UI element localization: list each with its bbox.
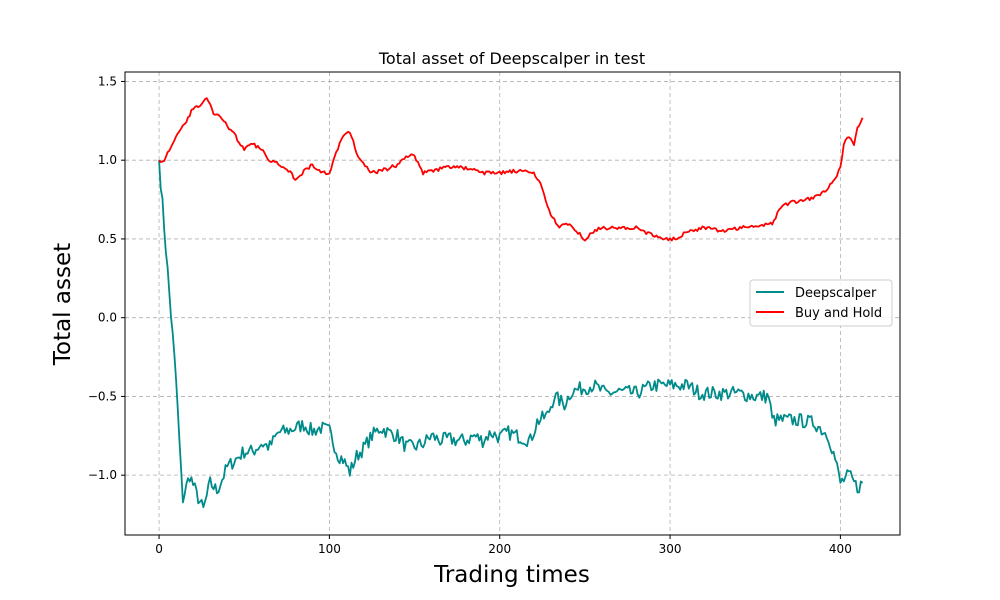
y-tick-label: 1.0 — [98, 153, 117, 167]
legend-label-deepscalper: Deepscalper — [795, 286, 877, 301]
grid-lines — [125, 72, 900, 535]
y-tick-label: 1.5 — [98, 74, 117, 88]
x-tick-label: 400 — [829, 542, 852, 556]
series-line-buy-and-hold — [158, 97, 864, 242]
series-lines — [158, 97, 864, 509]
y-tick-label: 0.5 — [98, 232, 117, 246]
x-axis-label: Trading times — [433, 562, 590, 588]
y-tick-label: 0.0 — [98, 311, 117, 325]
x-tick-label: 200 — [488, 542, 511, 556]
x-tick-label: 100 — [318, 542, 341, 556]
x-tick-label: 0 — [155, 542, 163, 556]
x-tick-label: 300 — [659, 542, 682, 556]
series-line-deepscalper — [158, 160, 864, 509]
y-tick-label: −0.5 — [88, 389, 117, 403]
legend: Deepscalper Buy and Hold — [749, 279, 893, 327]
axis-ticks: 0 100 200 300 400 −1.0 −0.5 0.0 0.5 1.0 1.5 — [88, 74, 852, 556]
legend-box — [749, 279, 893, 327]
chart-title: Total asset of Deepscalper in test — [378, 49, 645, 68]
plot-frame — [124, 71, 901, 536]
legend-label-buy-and-hold: Buy and Hold — [795, 306, 882, 321]
y-axis-label: Total asset — [50, 243, 76, 366]
y-tick-label: −1.0 — [88, 468, 117, 482]
